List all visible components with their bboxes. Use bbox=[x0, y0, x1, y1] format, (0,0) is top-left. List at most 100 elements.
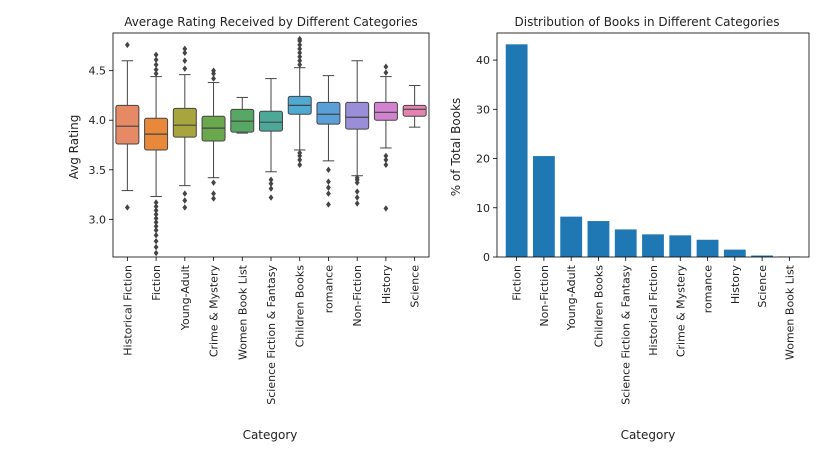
box-xtick-label: History bbox=[380, 265, 393, 305]
bar-xtick-label: romance bbox=[702, 265, 715, 313]
box-5 bbox=[259, 78, 283, 201]
box-1 bbox=[144, 51, 169, 257]
bar-chart-frame bbox=[496, 32, 810, 258]
box-xtick-label: Non-Fiction bbox=[351, 265, 364, 327]
box-outlier bbox=[182, 57, 188, 64]
box-outlier bbox=[124, 204, 130, 211]
box-plot-area: 3.0 3.5 4.0 4.5 Historical Fiction Fiction You… bbox=[89, 35, 427, 405]
box-chart-title: Average Rating Received by Different Cat… bbox=[124, 15, 418, 29]
box-outlier bbox=[153, 207, 159, 214]
box-outlier bbox=[354, 174, 360, 181]
box-plot-chart: Average Rating Received by Different Cat… bbox=[67, 15, 430, 442]
box-outlier bbox=[153, 219, 159, 226]
bar-1 bbox=[533, 156, 555, 257]
box-outlier bbox=[153, 215, 159, 222]
bar-0 bbox=[505, 44, 528, 258]
box-outlier bbox=[326, 201, 331, 208]
box-ytick-label: 3.5 bbox=[89, 164, 107, 177]
bar-8 bbox=[723, 249, 746, 257]
box-body bbox=[172, 107, 197, 138]
bar-ytick-label: 0 bbox=[483, 251, 490, 264]
box-7 bbox=[316, 75, 341, 208]
box-chart-frame bbox=[112, 32, 430, 258]
bar-5 bbox=[642, 234, 664, 257]
box-outlier bbox=[297, 149, 303, 157]
box-outlier bbox=[153, 237, 159, 245]
box-outlier bbox=[268, 185, 274, 192]
box-outlier bbox=[153, 243, 159, 251]
bar-xtick-label: Non-Fiction bbox=[538, 265, 551, 327]
box-outlier bbox=[268, 176, 274, 183]
box-outlier bbox=[383, 205, 389, 212]
bar-2 bbox=[560, 216, 583, 257]
bar-xtick-label: Fiction bbox=[511, 265, 524, 301]
box-body bbox=[402, 104, 427, 117]
box-xtick-label: Historical Fiction bbox=[121, 265, 134, 356]
box-xtick-label: Science Fiction & Fantasy bbox=[265, 265, 278, 405]
box-outlier bbox=[153, 61, 159, 68]
bar-7 bbox=[696, 239, 719, 257]
box-outlier bbox=[326, 190, 331, 197]
box-outlier bbox=[297, 156, 303, 164]
box-8 bbox=[345, 60, 370, 207]
box-xtick-label: Fiction bbox=[150, 265, 163, 301]
bar-ytick-label: 30 bbox=[476, 103, 490, 116]
box-outlier bbox=[326, 184, 331, 191]
bar-chart-ylabel: % of Total Books bbox=[449, 98, 463, 197]
bar-ytick-label: 10 bbox=[476, 202, 490, 215]
bar-3 bbox=[587, 221, 610, 257]
box-outlier bbox=[354, 200, 360, 207]
box-xtick-label: Crime & Mystery bbox=[208, 265, 221, 358]
box-outlier bbox=[182, 65, 188, 72]
box-outlier bbox=[211, 190, 216, 197]
box-xtick-label: romance bbox=[322, 265, 335, 313]
box-body bbox=[259, 110, 283, 132]
bar-6 bbox=[669, 235, 692, 257]
box-outlier bbox=[297, 53, 303, 60]
box-outlier bbox=[153, 227, 159, 234]
box-outlier bbox=[268, 180, 274, 187]
box-body bbox=[316, 101, 341, 125]
box-outlier bbox=[383, 152, 389, 160]
box-body bbox=[115, 104, 140, 145]
box-0 bbox=[115, 41, 140, 211]
box-outlier bbox=[153, 66, 159, 73]
box-outlier bbox=[268, 194, 274, 201]
bar-xtick-label: Science Fiction & Fantasy bbox=[620, 265, 633, 405]
box-outlier bbox=[211, 179, 216, 186]
box-4 bbox=[230, 96, 255, 134]
box-outlier bbox=[297, 57, 303, 64]
box-outlier bbox=[182, 49, 188, 57]
box-outlier bbox=[153, 51, 159, 59]
box-xtick-label: Science bbox=[409, 265, 422, 308]
box-xtick-label: Children Books bbox=[294, 265, 307, 348]
box-outlier bbox=[383, 156, 389, 164]
box-xtick-label: Women Book List bbox=[236, 264, 249, 360]
bar-9 bbox=[751, 255, 773, 257]
box-outlier bbox=[182, 204, 188, 211]
box-10 bbox=[402, 85, 427, 128]
box-outlier bbox=[182, 45, 188, 53]
box-outlier bbox=[383, 161, 389, 169]
box-outlier bbox=[211, 195, 216, 202]
bar-xtick-label: Young-Adult bbox=[565, 264, 578, 331]
box-outlier bbox=[153, 70, 159, 77]
box-outlier bbox=[153, 249, 159, 257]
box-3 bbox=[201, 67, 226, 202]
box-6 bbox=[287, 35, 312, 169]
bar-xtick-label: History bbox=[729, 265, 742, 305]
bar-chart: Distribution of Books in Different Categ… bbox=[449, 15, 810, 442]
box-outlier bbox=[383, 69, 389, 76]
box-ytick-label: 4.5 bbox=[89, 65, 107, 78]
box-outlier bbox=[297, 41, 303, 49]
box-ytick-label: 4.0 bbox=[89, 114, 107, 127]
bar-ytick-label: 40 bbox=[476, 54, 490, 67]
bar-chart-title: Distribution of Books in Different Categ… bbox=[515, 15, 780, 29]
box-outlier bbox=[153, 231, 159, 239]
box-2 bbox=[172, 45, 197, 211]
box-ytick-label: 3.0 bbox=[89, 213, 107, 226]
box-body bbox=[373, 101, 398, 121]
bar-ytick-label: 20 bbox=[476, 153, 490, 166]
box-body bbox=[345, 101, 370, 130]
